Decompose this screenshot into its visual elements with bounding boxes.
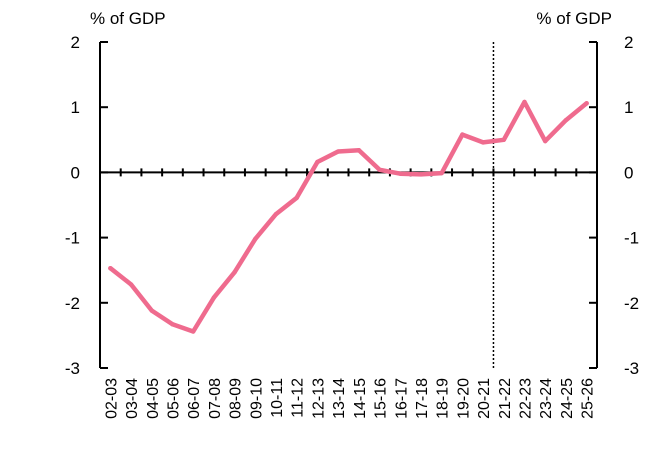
y-tick-label-right: 2 <box>624 33 633 52</box>
data-point <box>543 138 548 144</box>
data-point <box>356 148 362 153</box>
series-points <box>108 99 589 334</box>
x-tick-label: 11-12 <box>290 378 307 418</box>
data-point <box>170 322 175 327</box>
y-tick-label-right: 1 <box>624 98 633 117</box>
data-point <box>211 295 217 300</box>
data-point <box>108 266 113 271</box>
data-point <box>149 308 154 313</box>
y-tick-label-left: -3 <box>65 359 80 378</box>
y-tick-label-left: 2 <box>71 33 80 52</box>
data-point <box>335 149 341 154</box>
x-tick-label: 14-15 <box>352 378 369 419</box>
x-tick-label: 15-16 <box>373 378 390 419</box>
x-tick-label: 04-05 <box>145 378 162 419</box>
x-tick-label: 17-18 <box>414 378 431 419</box>
y-tick-label-right: -2 <box>624 294 639 313</box>
x-tick-label: 25-26 <box>580 378 597 419</box>
y-tick-label-right: -3 <box>624 359 639 378</box>
x-tick-label: 02-03 <box>103 378 120 419</box>
x-axis-ticks: 02-03 03-04 04-05 05-06 06-07 07-08 08-09 09-10… <box>103 168 597 419</box>
x-tick-label: 08-09 <box>228 378 245 419</box>
data-point <box>439 170 444 176</box>
x-tick-label: 23-24 <box>538 378 555 419</box>
x-tick-label: 22-23 <box>518 378 535 419</box>
data-point <box>294 195 299 201</box>
left-axis-unit-label: % of GDP <box>90 9 166 28</box>
data-point <box>480 140 486 145</box>
y-tick-label-right: 0 <box>624 163 633 182</box>
data-point <box>128 282 134 287</box>
data-point <box>501 137 507 142</box>
y-tick-label-left: 1 <box>71 98 80 117</box>
data-point <box>418 172 424 177</box>
data-point <box>273 211 279 217</box>
x-tick-label: 06-07 <box>186 378 203 419</box>
x-tick-label: 18-19 <box>435 378 452 419</box>
x-tick-label: 03-04 <box>124 378 141 419</box>
data-point <box>522 99 527 105</box>
data-point <box>190 329 196 334</box>
data-point <box>232 269 237 275</box>
x-tick-label: 24-25 <box>559 378 576 419</box>
data-point <box>460 132 465 137</box>
data-point <box>584 101 589 106</box>
data-point <box>398 171 403 176</box>
y-tick-label-left: -1 <box>65 229 80 248</box>
x-tick-label: 05-06 <box>165 378 182 419</box>
data-point <box>563 118 569 123</box>
data-point <box>377 167 382 172</box>
x-tick-label: 07-08 <box>207 378 224 419</box>
data-point <box>253 236 258 242</box>
y-tick-label-right: -1 <box>624 229 639 248</box>
x-tick-label: 09-10 <box>248 378 265 419</box>
x-tick-label: 20-21 <box>476 378 493 419</box>
y-axis-ticks: 2 2 1 1 0 0 -1 -1 -2 -2 -3 -3 <box>65 33 639 378</box>
x-tick-label: 16-17 <box>393 378 410 419</box>
right-axis-unit-label: % of GDP <box>536 9 612 28</box>
x-tick-label: 12-13 <box>310 378 327 419</box>
series-line <box>108 99 589 334</box>
data-point <box>315 159 320 165</box>
y-tick-label-left: 0 <box>71 163 80 182</box>
x-tick-label: 21-22 <box>497 378 514 419</box>
x-tick-label: 19-20 <box>455 378 472 419</box>
y-tick-label-left: -2 <box>65 294 80 313</box>
x-tick-label: 13-14 <box>331 378 348 419</box>
x-tick-label: 10-11 <box>269 378 286 418</box>
